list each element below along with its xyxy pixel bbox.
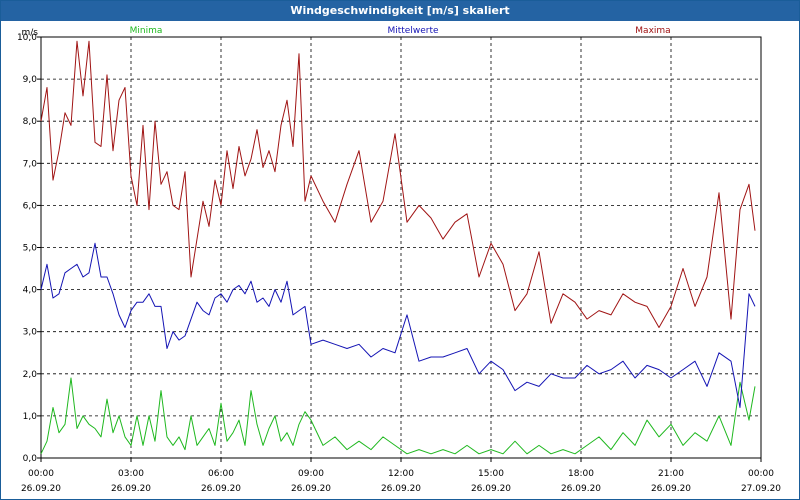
x-tick-date-label: 26.09.20 [111,484,151,494]
series-line-maxima [40,40,756,328]
series-line-minima [40,377,756,455]
axes: 0,0 1,0 2,0 3,0 4,0 5,0 6,0 7,0 8,0 9,0 10,0 00:00 2… [17,28,781,494]
x-tick-time-label: 03:00 [118,469,144,479]
legend-maxima: Maxima [635,26,670,36]
x-tick-date-label: 26.09.20 [291,484,331,494]
x-tick-date-label: 26.09.20 [651,484,691,494]
y-tick-label: 5,0 [23,244,38,254]
x-tick-time-label: 00:00 [28,469,54,479]
x-tick-time-label: 12:00 [388,469,414,479]
series-line-mittel [40,242,756,408]
x-tick-date-label: 26.09.20 [561,484,601,494]
x-tick-date-label: 26.09.20 [201,484,241,494]
x-tick-time-label: 09:00 [298,469,324,479]
x-tick-date-label: 26.09.20 [471,484,511,494]
y-tick-label: 8,0 [23,117,38,127]
x-tick-time-label: 21:00 [658,469,684,479]
wind-speed-chart: 0,0 1,0 2,0 3,0 4,0 5,0 6,0 7,0 8,0 9,0 10,0 00:00 2… [17,26,781,494]
y-tick-label: 4,0 [23,286,38,296]
legend-minima: Minima [130,26,163,36]
x-tick-time-label: 18:00 [568,469,594,479]
y-tick-label: 2,0 [23,370,38,380]
x-tick-time-label: 00:00 [748,469,774,479]
x-tick-date-label: 26.09.20 [381,484,421,494]
x-tick-date-label: 27.09.20 [741,484,781,494]
window-title: Windgeschwindigkeit [m/s] skaliert [1,1,799,21]
y-tick-label: 0,0 [23,454,38,464]
x-tick-time-label: 15:00 [478,469,504,479]
x-tick-time-label: 06:00 [208,469,234,479]
legend-mittel: Mittelwerte [387,26,438,36]
y-tick-label: 6,0 [23,201,38,211]
y-tick-label: 1,0 [23,412,38,422]
y-tick-label: 3,0 [23,328,38,338]
plot-frame [40,36,762,459]
y-tick-label: 10,0 [17,33,37,43]
x-tick-date-label: 26.09.20 [21,484,61,494]
y-axis-label: m/s [22,28,39,38]
series [40,40,756,455]
y-tick-label: 9,0 [23,75,38,85]
grid [41,36,761,458]
legend: Minima Mittelwerte Maxima [130,26,671,36]
y-tick-label: 7,0 [23,159,38,169]
